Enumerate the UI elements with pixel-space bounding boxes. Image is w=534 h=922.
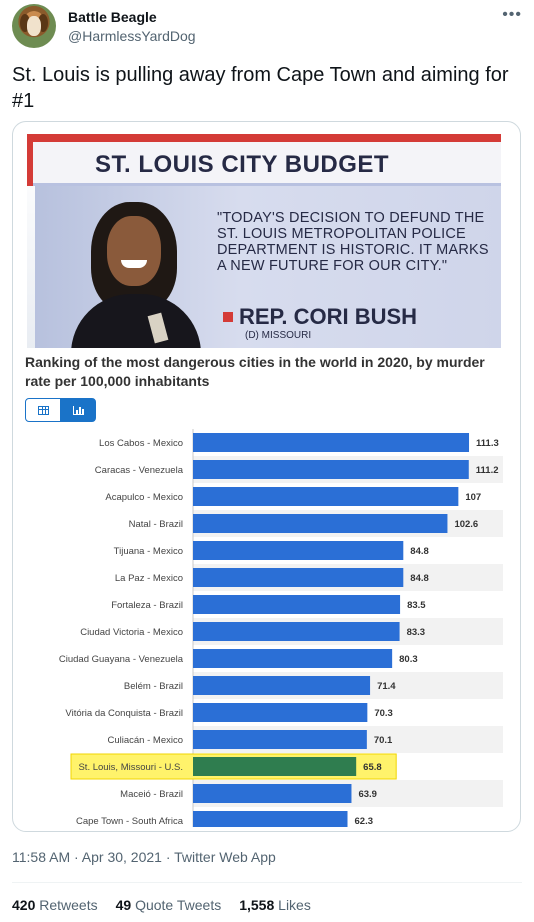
quote-tweets-stat[interactable]: 49 Quote Tweets	[115, 897, 222, 913]
category-label: Ciudad Victoria - Mexico	[80, 627, 183, 638]
bar-0	[193, 433, 470, 452]
rep-name: REP. CORI BUSH	[239, 304, 418, 329]
category-label: La Paz - Mexico	[115, 573, 183, 584]
value-label: 111.3	[476, 438, 499, 449]
category-label: Cape Town - South Africa	[76, 816, 184, 827]
bar-11	[193, 730, 367, 749]
news-banner-title: ST. LOUIS CITY BUDGET	[95, 151, 390, 178]
retweets-stat[interactable]: 420 Retweets	[12, 897, 98, 913]
bar-6	[193, 595, 401, 614]
table-icon	[37, 405, 49, 415]
more-options-icon[interactable]: •••	[502, 6, 522, 23]
value-label: 84.8	[410, 573, 429, 584]
category-label: Ciudad Guayana - Venezuela	[59, 654, 184, 665]
category-label: St. Louis, Missouri - U.S.	[78, 762, 183, 773]
value-label: 80.3	[399, 654, 418, 665]
bar-7	[193, 622, 400, 641]
category-label: Natal - Brazil	[129, 519, 183, 530]
bar-13	[193, 784, 352, 803]
bar-3	[193, 514, 448, 533]
chart-view-button[interactable]	[60, 398, 96, 422]
display-name[interactable]: Battle Beagle	[68, 9, 157, 25]
value-label: 83.3	[407, 627, 426, 638]
tweet-timestamp[interactable]: 11:58 AM · Apr 30, 2021 · Twitter Web Ap…	[12, 849, 276, 865]
value-label: 63.9	[358, 789, 377, 800]
media-card[interactable]: ST. LOUIS CITY BUDGET "TODAY'S DECISION …	[12, 121, 521, 832]
value-label: 111.2	[476, 465, 499, 476]
bar-8	[193, 649, 393, 668]
chart-title: Ranking of the most dangerous cities in …	[25, 354, 485, 389]
value-label: 107	[465, 492, 481, 503]
category-label: Fortaleza - Brazil	[111, 600, 183, 611]
category-label: Acapulco - Mexico	[105, 492, 183, 503]
news-banner: ST. LOUIS CITY BUDGET	[27, 142, 501, 186]
value-label: 71.4	[377, 681, 396, 692]
tweet-header: Battle Beagle @HarmlessYardDog •••	[12, 4, 522, 50]
category-label: Maceió - Brazil	[120, 789, 183, 800]
bar-1	[193, 460, 469, 479]
tweet-text: St. Louis is pulling away from Cape Town…	[12, 64, 509, 112]
category-label: Caracas - Venezuela	[95, 465, 184, 476]
bar-12	[193, 757, 357, 776]
bar-5	[193, 568, 404, 587]
tweet-stats: 420 Retweets 49 Quote Tweets 1,558 Likes	[12, 897, 311, 913]
value-label: 84.8	[410, 546, 429, 557]
user-handle[interactable]: @HarmlessYardDog	[68, 28, 196, 44]
bar-2	[193, 487, 459, 506]
person-photo	[71, 194, 201, 348]
category-label: Belém - Brazil	[124, 681, 183, 692]
category-label: Culiacán - Mexico	[108, 735, 184, 746]
news-quote: "TODAY'S DECISION TO DEFUND THE ST. LOUI…	[217, 210, 489, 274]
avatar[interactable]	[12, 4, 56, 48]
bar-chart: Los Cabos - Mexico 111.3 Caracas - Venezue…	[59, 429, 503, 827]
category-label: Tijuana - Mexico	[114, 546, 183, 557]
value-label: 70.1	[374, 735, 393, 746]
value-label: 83.5	[407, 600, 426, 611]
bar-10	[193, 703, 368, 722]
value-label: 102.6	[454, 519, 478, 530]
rep-marker	[223, 312, 233, 322]
table-view-button[interactable]	[25, 398, 61, 422]
bar-4	[193, 541, 404, 560]
view-toggle	[25, 398, 97, 422]
rep-party: (D) MISSOURI	[245, 330, 312, 341]
bar-chart-icon	[72, 405, 84, 415]
category-label: Los Cabos - Mexico	[99, 438, 183, 449]
value-label: 62.3	[355, 816, 374, 827]
category-label: Vitória da Conquista - Brazil	[65, 708, 183, 719]
value-label: 70.3	[374, 708, 393, 719]
bar-9	[193, 676, 371, 695]
value-label: 65.8	[363, 762, 382, 773]
news-screenshot: ST. LOUIS CITY BUDGET "TODAY'S DECISION …	[27, 134, 501, 348]
likes-stat[interactable]: 1,558 Likes	[239, 897, 311, 913]
bar-14	[193, 811, 348, 827]
divider	[12, 882, 522, 883]
